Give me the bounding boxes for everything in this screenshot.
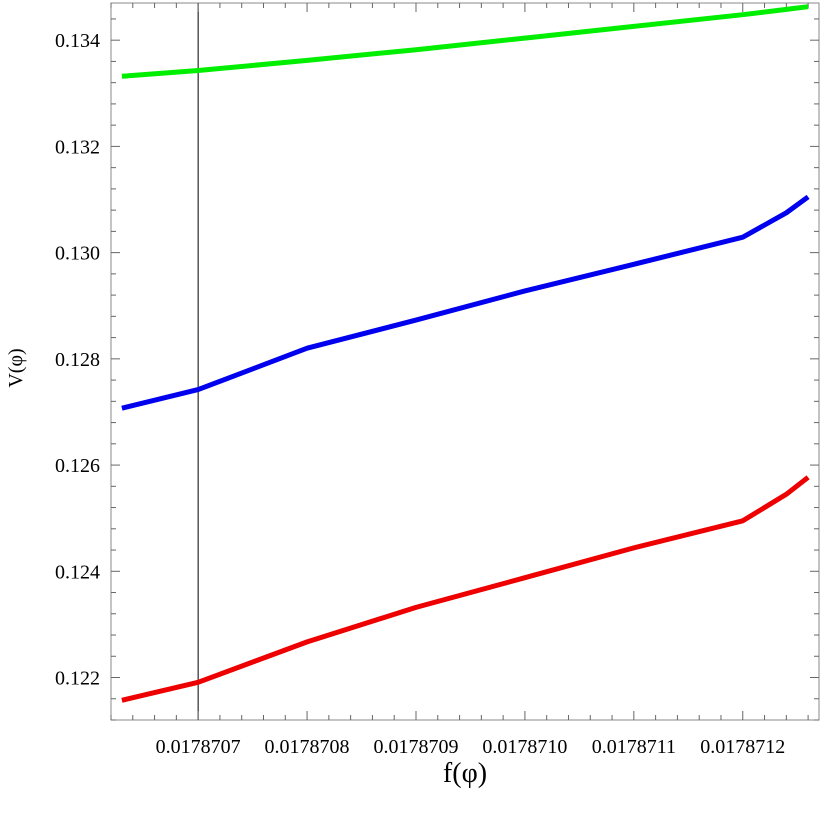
series-layer: [121, 4, 810, 703]
x-tick-label: 0.0178708: [265, 736, 350, 758]
x-tick-label: 0.0178711: [592, 736, 676, 758]
series-line-3: [121, 475, 810, 703]
y-tick-label: 0.126: [55, 455, 100, 477]
x-tick-label: 0.0178712: [700, 736, 785, 758]
ticks-layer: 0.0178707 0.0178708 0.0178709 0.0178710 0.01…: [55, 3, 819, 758]
y-tick-label: 0.122: [55, 668, 100, 690]
plot-frame: [110, 2, 820, 721]
x-tick-label: 0.0178709: [373, 736, 458, 758]
x-axis-label: f(φ): [443, 758, 487, 789]
y-tick-label: 0.130: [55, 243, 100, 265]
y-tick-label: 0.132: [55, 136, 100, 158]
y-tick-label: 0.134: [55, 30, 100, 52]
y-tick-label: 0.124: [55, 561, 100, 583]
y-axis-label: V(φ): [5, 348, 27, 387]
series-line-1: [121, 4, 809, 79]
x-tick-label: 0.0178707: [156, 736, 241, 758]
x-tick-label: 0.0178710: [482, 736, 567, 758]
series-line-2: [121, 194, 810, 411]
y-tick-label: 0.128: [55, 349, 100, 371]
